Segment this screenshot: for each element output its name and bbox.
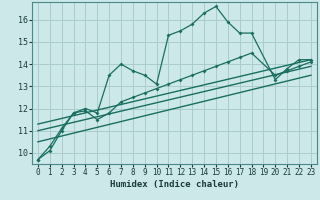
- X-axis label: Humidex (Indice chaleur): Humidex (Indice chaleur): [110, 180, 239, 189]
